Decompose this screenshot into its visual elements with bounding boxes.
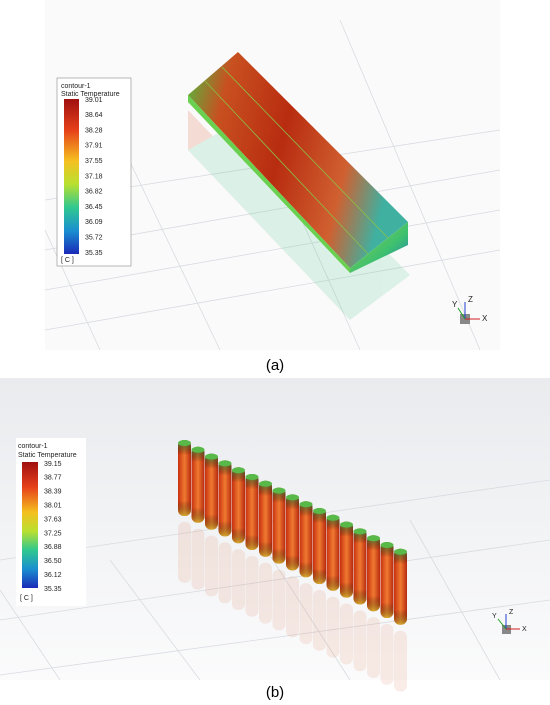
- cell-shade: [313, 508, 326, 584]
- colorbar-label: 39.01: [85, 97, 103, 104]
- cell-top: [367, 535, 380, 542]
- colorbar: [64, 99, 79, 254]
- colorbar-label: 38.01: [44, 503, 62, 510]
- cell-array: [178, 440, 407, 692]
- cell-top: [340, 521, 353, 528]
- cell-top: [218, 460, 232, 467]
- legend: contour-1 Static Temperature [ C ] 39.01…: [61, 83, 120, 264]
- cell-shade: [205, 453, 218, 530]
- cell-shade: [367, 535, 380, 612]
- cell-reflection: [286, 576, 299, 638]
- cell-reflection: [178, 522, 191, 583]
- cell-reflection: [394, 630, 407, 692]
- cell-top: [178, 440, 191, 446]
- cell-reflection: [205, 535, 218, 597]
- axis-y: Y: [452, 300, 458, 309]
- battery-block: [188, 52, 408, 273]
- colorbar-label: 38.28: [85, 127, 103, 134]
- colorbar-label: 35.35: [44, 586, 62, 593]
- colorbar-label: 37.91: [85, 143, 103, 150]
- colorbar-label: 37.63: [44, 516, 62, 523]
- colorbar-label: 36.12: [44, 572, 62, 579]
- cell-reflection: [340, 603, 353, 665]
- axis-triad: X Z Y: [452, 295, 488, 324]
- cell-reflection: [326, 596, 340, 658]
- colorbar-label: 36.50: [44, 558, 62, 565]
- panel-a: contour-1 Static Temperature [ C ] 39.01…: [44, 0, 501, 374]
- cell-top: [259, 480, 272, 487]
- cell-reflection: [353, 610, 367, 672]
- cell-shade: [245, 474, 259, 550]
- cell-reflection: [367, 617, 380, 678]
- cell-reflection: [299, 583, 313, 644]
- axis-x: X: [482, 314, 488, 323]
- colorbar-label: 36.82: [85, 189, 103, 196]
- colorbar-label: 38.39: [44, 489, 62, 496]
- cell-shade: [232, 467, 245, 544]
- legend-title: contour-1: [61, 83, 91, 90]
- cell-shade: [353, 528, 367, 605]
- cell-shade: [272, 487, 286, 564]
- caption: (b): [266, 684, 284, 701]
- cell-reflection: [232, 549, 245, 610]
- axis-triad: X Z Y: [492, 609, 527, 634]
- cell-top: [245, 474, 259, 480]
- colorbar-label: 37.55: [85, 158, 103, 165]
- cell-reflection: [380, 624, 394, 685]
- cell-top: [313, 508, 326, 514]
- cell-reflection: [191, 528, 205, 590]
- caption: (a): [266, 357, 284, 374]
- colorbar-label: 35.72: [85, 235, 103, 242]
- colorbar-label: 39.15: [44, 461, 62, 468]
- colorbar-label: 37.25: [44, 530, 62, 537]
- legend-unit: [ C ]: [61, 257, 74, 264]
- colorbar-label: 37.18: [85, 173, 103, 180]
- cell-top: [299, 501, 313, 508]
- cell-top: [191, 446, 205, 453]
- cell-shade: [178, 440, 191, 516]
- cell-shade: [218, 460, 232, 537]
- cell-shade: [380, 542, 394, 618]
- colorbar-label: 36.45: [85, 204, 103, 211]
- cell-shade: [394, 548, 407, 625]
- panel-b: contour-1 Static Temperature [ C ] 39.15…: [0, 378, 550, 701]
- cell-top: [205, 453, 218, 460]
- colorbar: [22, 462, 38, 588]
- cell-top: [326, 514, 340, 521]
- cell-top: [232, 467, 245, 474]
- cell-reflection: [259, 562, 272, 624]
- colorbar-label: 36.88: [44, 544, 62, 551]
- cell-top: [394, 548, 407, 555]
- cell-reflection: [218, 542, 232, 604]
- cell-reflection: [272, 569, 286, 631]
- legend: contour-1 Static Temperature [ C ] 39.15…: [18, 443, 77, 602]
- cell-shade: [340, 521, 353, 598]
- cell-top: [353, 528, 367, 535]
- cell-shade: [286, 494, 299, 571]
- colorbar-label: 38.64: [85, 112, 103, 119]
- cell-reflection: [245, 556, 259, 617]
- legend-subtitle: Static Temperature: [61, 91, 120, 98]
- cell-reflection: [313, 590, 326, 651]
- axis-z: Z: [468, 295, 473, 304]
- legend-title: contour-1: [18, 443, 48, 450]
- colorbar-label: 35.35: [85, 250, 103, 257]
- colorbar-label: 36.09: [85, 219, 103, 226]
- colorbar-label: 38.77: [44, 475, 62, 482]
- cell-top: [286, 494, 299, 501]
- cell-shade: [326, 514, 340, 591]
- cell-shade: [259, 480, 272, 557]
- axis-z: Z: [509, 609, 514, 616]
- cell-shade: [191, 446, 205, 523]
- legend-unit: [ C ]: [20, 595, 33, 602]
- cell-top: [272, 487, 286, 494]
- cell-shade: [299, 501, 313, 578]
- cell-top: [380, 542, 394, 548]
- legend-subtitle: Static Temperature: [18, 452, 77, 459]
- axis-y: Y: [492, 613, 497, 620]
- axis-x: X: [522, 626, 527, 633]
